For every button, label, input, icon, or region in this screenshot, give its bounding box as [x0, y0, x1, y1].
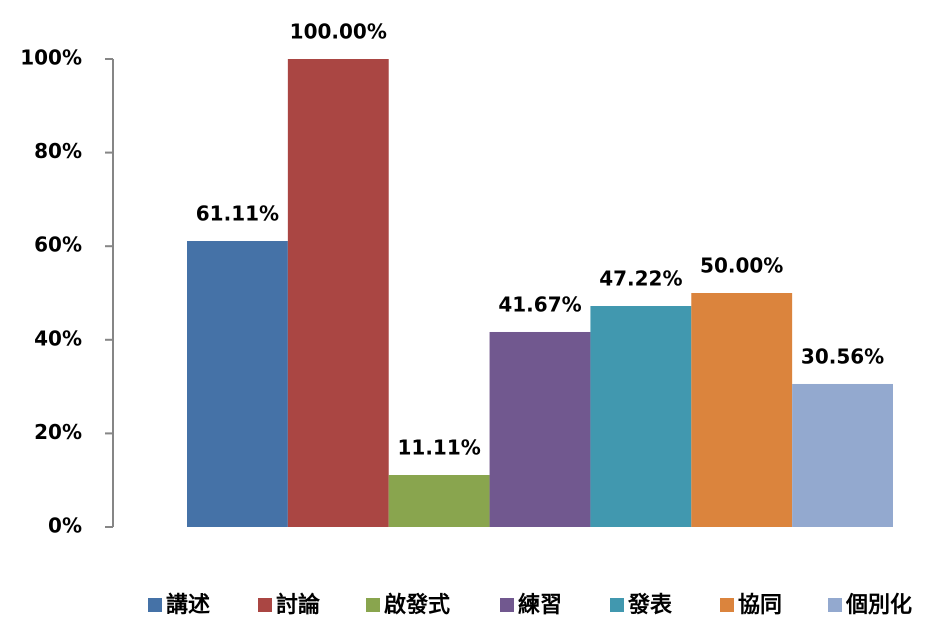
legend-swatch: [500, 598, 514, 612]
legend-swatch: [828, 598, 842, 612]
bar: [489, 331, 591, 527]
data-label: 50.00%: [700, 254, 783, 278]
y-tick-label: 40%: [34, 326, 82, 350]
y-tick-label: 100%: [20, 46, 82, 70]
y-tick-label: 20%: [34, 420, 82, 444]
bar: [388, 475, 490, 527]
legend-label: 發表: [627, 593, 673, 618]
bar: [792, 383, 893, 527]
legend-label: 討論: [276, 592, 321, 618]
bar: [691, 293, 793, 527]
y-tick-label: 80%: [34, 139, 82, 163]
data-label: 61.11%: [196, 202, 279, 226]
legend-swatch: [366, 598, 380, 612]
data-label: 30.56%: [801, 344, 884, 368]
legend-swatch: [258, 598, 272, 612]
legend-label: 個別化: [845, 592, 912, 618]
data-label: 47.22%: [599, 267, 682, 291]
legend-swatch: [148, 598, 162, 612]
y-tick-label: 60%: [34, 233, 82, 257]
data-label: 100.00%: [290, 20, 387, 44]
bar: [590, 306, 692, 527]
y-tick-label: 0%: [48, 514, 82, 538]
legend-swatch: [610, 598, 624, 612]
legend-label: 講述: [166, 592, 210, 618]
legend-swatch: [720, 598, 734, 612]
data-label: 41.67%: [498, 292, 581, 316]
bar: [287, 59, 389, 527]
bar: [187, 241, 288, 528]
legend-label: 練習: [518, 592, 562, 618]
legend-label: 啟發式: [384, 592, 450, 618]
data-label: 11.11%: [397, 436, 480, 460]
legend-label: 協同: [738, 592, 782, 618]
